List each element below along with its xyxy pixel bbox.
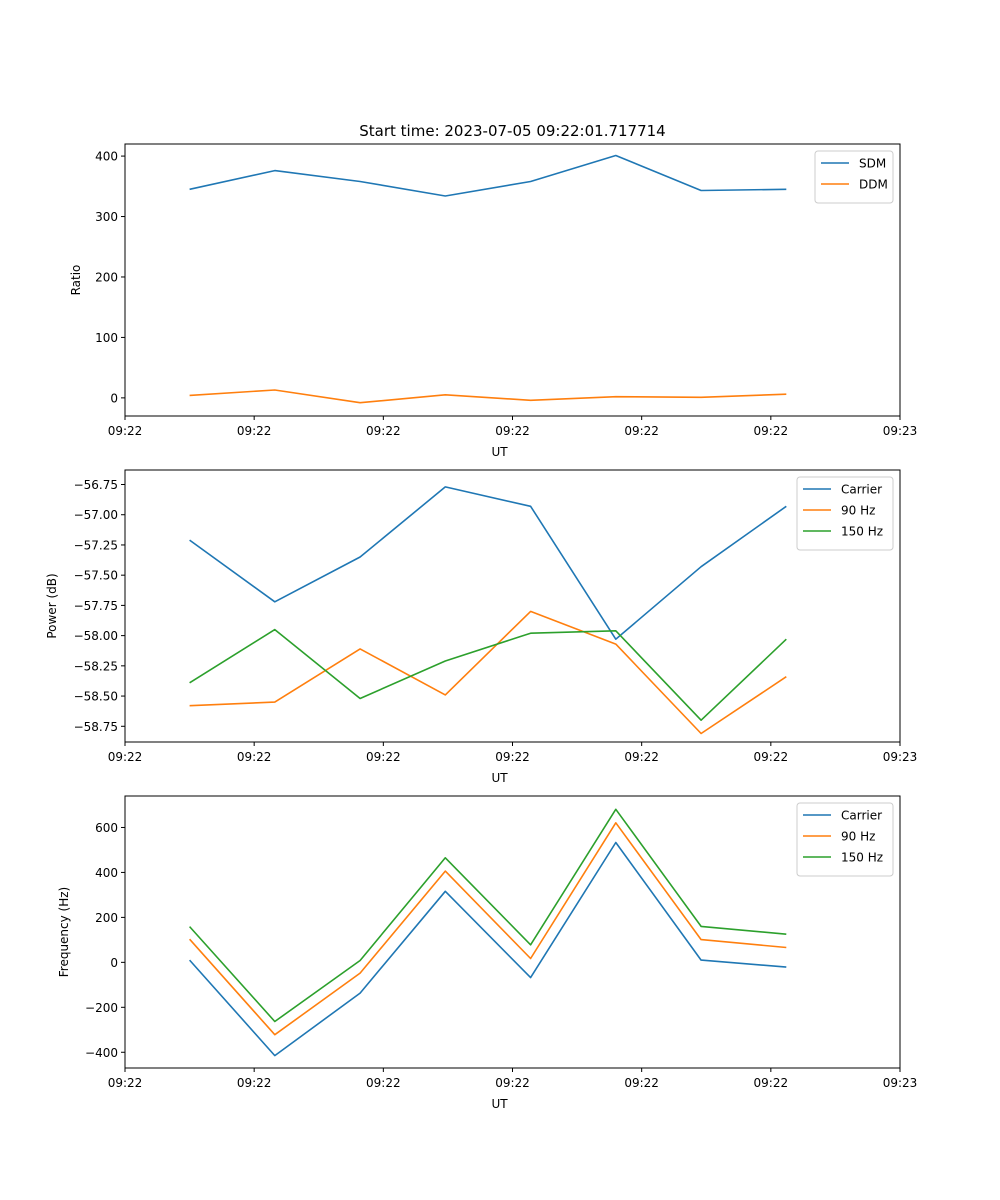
x-tick-label: 09:22 (108, 750, 143, 764)
y-tick-label: 600 (95, 821, 118, 835)
x-tick-label: 09:22 (366, 424, 401, 438)
chart-panel-1: 09:22 09:22 09:22 09:22 09:22 09:22 09:23 0 100 2… (69, 143, 918, 459)
series-line-sdm (189, 154, 787, 197)
y-tick-label: 400 (95, 866, 118, 880)
legend-box (814, 150, 894, 204)
legend-label: Carrier (841, 809, 882, 823)
x-tick-label: 09:22 (754, 750, 789, 764)
y-tick-label: −57.75 (74, 599, 118, 613)
x-tick-label: 09:22 (366, 750, 401, 764)
legend: SDM DDM (814, 150, 894, 204)
x-tick-label: 09:22 (366, 1076, 401, 1090)
x-tick-label: 09:22 (237, 750, 272, 764)
chart-panel-3: 09:22 09:22 09:22 09:22 09:22 09:22 09:23 −400 −… (57, 795, 918, 1111)
chart-panel-2: 09:22 09:22 09:22 09:22 09:22 09:22 09:23 −58.7… (45, 469, 918, 785)
y-tick-label: −56.75 (74, 478, 118, 492)
x-axis-label: UT (491, 1097, 508, 1111)
series-line-90-hz (189, 610, 787, 735)
x-tick-label: 09:22 (495, 750, 530, 764)
series-line-90-hz (189, 821, 787, 1036)
y-tick-label: 0 (110, 391, 118, 405)
y-tick-label: −57.00 (74, 508, 118, 522)
x-tick-label: 09:22 (624, 1076, 659, 1090)
y-axis-label: Ratio (69, 265, 83, 296)
legend: Carrier 90 Hz 150 Hz (796, 802, 894, 877)
y-tick-label: −58.50 (74, 690, 118, 704)
series-line-150-hz (189, 628, 787, 722)
y-tick-label: 400 (95, 150, 118, 164)
x-tick-label: 09:22 (495, 424, 530, 438)
series-line-carrier (189, 486, 787, 641)
x-tick-label: 09:23 (883, 750, 918, 764)
x-tick-label: 09:23 (883, 424, 918, 438)
series-line-carrier (189, 841, 787, 1057)
x-axis-label: UT (491, 445, 508, 459)
x-tick-label: 09:22 (237, 424, 272, 438)
x-tick-label: 09:22 (108, 424, 143, 438)
legend-label: DDM (859, 178, 888, 192)
legend-label: 90 Hz (841, 830, 875, 844)
legend-label: Carrier (841, 483, 882, 497)
x-tick-label: 09:22 (754, 424, 789, 438)
x-tick-label: 09:22 (624, 424, 659, 438)
x-axis-label: UT (491, 771, 508, 785)
y-tick-label: 300 (95, 210, 118, 224)
y-tick-label: −57.50 (74, 569, 118, 583)
legend-label: 150 Hz (841, 525, 883, 539)
figure-title: Start time: 2023-07-05 09:22:01.717714 (359, 122, 665, 140)
x-tick-label: 09:22 (495, 1076, 530, 1090)
y-tick-label: −200 (85, 1001, 118, 1015)
legend-label: 90 Hz (841, 504, 875, 518)
y-tick-label: 0 (110, 956, 118, 970)
y-tick-label: −58.75 (74, 720, 118, 734)
y-tick-label: −58.25 (74, 659, 118, 673)
y-tick-label: 100 (95, 331, 118, 345)
series-line-ddm (189, 389, 787, 404)
legend-label: 150 Hz (841, 851, 883, 865)
y-tick-label: 200 (95, 911, 118, 925)
x-tick-label: 09:23 (883, 1076, 918, 1090)
x-tick-label: 09:22 (108, 1076, 143, 1090)
y-tick-label: −58.00 (74, 629, 118, 643)
series-line-150-hz (189, 808, 787, 1023)
y-tick-label: −400 (85, 1046, 118, 1060)
legend: Carrier 90 Hz 150 Hz (796, 476, 894, 551)
y-tick-label: −57.25 (74, 538, 118, 552)
y-axis-label: Frequency (Hz) (57, 887, 71, 978)
x-tick-label: 09:22 (624, 750, 659, 764)
x-tick-label: 09:22 (237, 1076, 272, 1090)
y-axis-label: Power (dB) (45, 573, 59, 638)
x-tick-label: 09:22 (754, 1076, 789, 1090)
y-tick-label: 200 (95, 270, 118, 284)
legend-label: SDM (859, 157, 886, 171)
